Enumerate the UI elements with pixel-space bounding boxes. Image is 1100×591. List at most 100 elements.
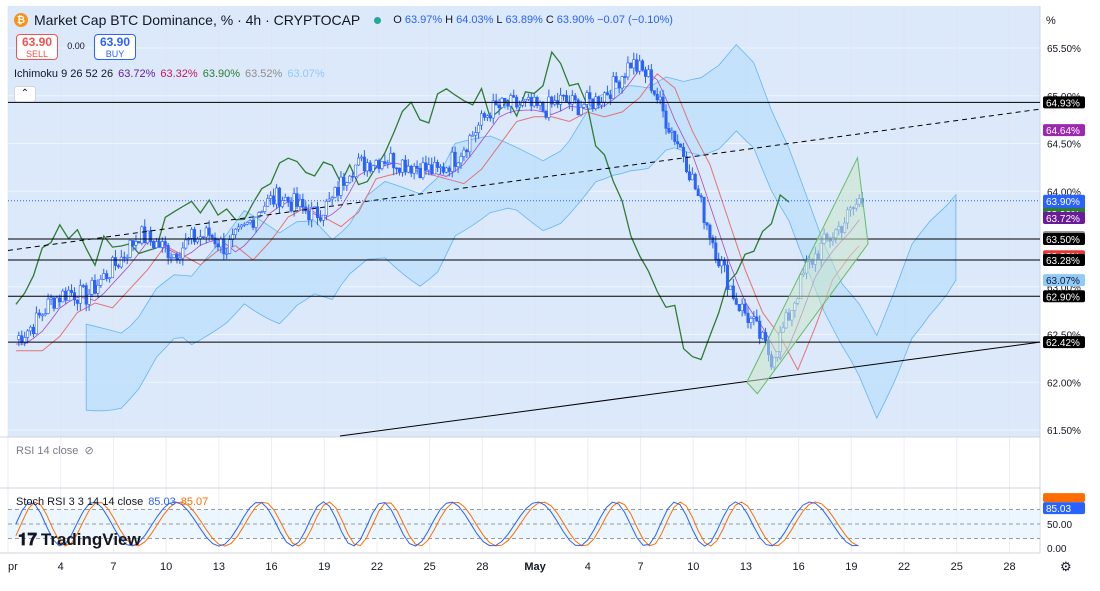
- candle: [78, 285, 82, 304]
- candle: [477, 124, 481, 133]
- candle: [292, 193, 296, 212]
- ichimoku-legend[interactable]: Ichimoku 9 26 52 26 63.72% 63.32% 63.90%…: [14, 68, 325, 80]
- candle: [690, 173, 694, 181]
- ohlc-readout: O 63.97% H 64.03% L 63.89% C 63.90% −0.07 (−…: [393, 14, 673, 26]
- candle: [204, 227, 208, 238]
- price-tick-label: 63.00%: [1047, 283, 1081, 294]
- candle: [603, 92, 607, 103]
- candle: [386, 162, 390, 165]
- stoch-d-value: 85.07: [180, 496, 209, 508]
- time-tick-label: 25: [424, 561, 436, 573]
- rsi-name: RSI 14 close: [16, 445, 79, 457]
- candle: [166, 245, 170, 259]
- candle: [251, 220, 255, 228]
- candle: [702, 196, 706, 223]
- candle: [728, 285, 732, 290]
- stoch-legend[interactable]: Stoch RSI 3 3 14 14 close 85.03 85.07: [16, 496, 208, 508]
- candle: [37, 312, 41, 316]
- gear-icon[interactable]: ⚙: [1060, 559, 1072, 574]
- stoch-tick-label: 50.00: [1047, 520, 1072, 531]
- candle: [269, 195, 273, 199]
- price-label-tag: [1043, 336, 1085, 349]
- candle: [643, 69, 647, 77]
- candle: [67, 289, 71, 301]
- candle: [228, 239, 232, 254]
- chevron-up-icon[interactable]: ⌃: [14, 86, 36, 102]
- candle: [658, 96, 662, 101]
- candle: [723, 260, 727, 266]
- price-label-text: 62.90%: [1046, 292, 1080, 303]
- time-tick-label: 25: [951, 561, 963, 573]
- candle: [198, 236, 202, 240]
- price-label-text: 63.07%: [1046, 276, 1080, 287]
- sell-button[interactable]: 63.90 SELL: [16, 34, 58, 60]
- candle: [380, 161, 384, 169]
- price-label-tag: [1043, 124, 1085, 137]
- candle: [746, 312, 750, 323]
- axis-unit[interactable]: %: [1046, 15, 1056, 27]
- candle: [368, 162, 372, 172]
- candle: [146, 230, 150, 244]
- buy-button[interactable]: 63.90 BUY: [94, 34, 136, 60]
- rsi-legend[interactable]: RSI 14 close ⊘: [16, 444, 94, 457]
- candle: [395, 167, 399, 170]
- candle: [441, 166, 445, 173]
- candle: [34, 312, 38, 335]
- candle: [620, 76, 624, 89]
- stoch-k-value: 85.03: [148, 496, 176, 508]
- candle: [749, 317, 753, 323]
- candle: [280, 200, 284, 207]
- candle: [371, 165, 375, 172]
- time-tick-label: 10: [687, 561, 699, 573]
- stoch-k-line: [15, 501, 859, 547]
- candle: [216, 243, 220, 248]
- candle: [254, 216, 258, 228]
- candle: [591, 98, 595, 109]
- candle: [491, 100, 495, 119]
- kijun-line: [15, 73, 860, 371]
- candle: [764, 331, 768, 342]
- time-tick-label: 28: [476, 561, 488, 573]
- tradingview-logo[interactable]: 𝟏𝟕 TradingView: [18, 530, 141, 550]
- candle: [655, 93, 659, 101]
- candle: [424, 162, 428, 171]
- candle: [26, 330, 30, 338]
- symbol-title[interactable]: Market Cap BTC Dominance, % · 4h · CRYPT…: [34, 12, 361, 28]
- candle: [623, 76, 627, 78]
- candle: [725, 264, 729, 290]
- time-tick-label: 22: [898, 561, 910, 573]
- candle: [277, 187, 281, 207]
- stoch-k-tag: [1043, 502, 1085, 515]
- price-tick-label: 65.50%: [1047, 44, 1081, 55]
- candle: [608, 94, 612, 99]
- candle: [102, 273, 106, 280]
- price-label-text: 63.90%: [1046, 197, 1080, 208]
- candle: [248, 220, 252, 223]
- candle: [90, 280, 94, 295]
- candle: [652, 90, 656, 95]
- candle: [160, 241, 164, 248]
- candle: [576, 99, 580, 116]
- candle: [131, 240, 135, 246]
- candle: [412, 165, 416, 174]
- candle: [468, 135, 472, 153]
- eye-off-icon[interactable]: ⊘: [81, 445, 94, 457]
- price-label-text: 63.72%: [1046, 214, 1080, 225]
- candle: [638, 60, 642, 72]
- candle: [400, 159, 404, 173]
- candle: [49, 297, 53, 300]
- stoch-k-tag-text: 85.03: [1046, 504, 1071, 515]
- candle: [362, 156, 366, 172]
- candle: [629, 62, 633, 69]
- candle: [96, 284, 100, 294]
- candle: [670, 130, 674, 133]
- candle: [447, 167, 451, 172]
- candle: [684, 156, 688, 173]
- candle: [201, 236, 205, 239]
- ichimoku-name: Ichimoku 9 26 52 26: [14, 68, 114, 80]
- candle: [122, 256, 126, 259]
- tradingview-logo-icon: 𝟏𝟕: [18, 530, 37, 549]
- candle: [708, 224, 712, 238]
- time-tick-label: 13: [213, 561, 225, 573]
